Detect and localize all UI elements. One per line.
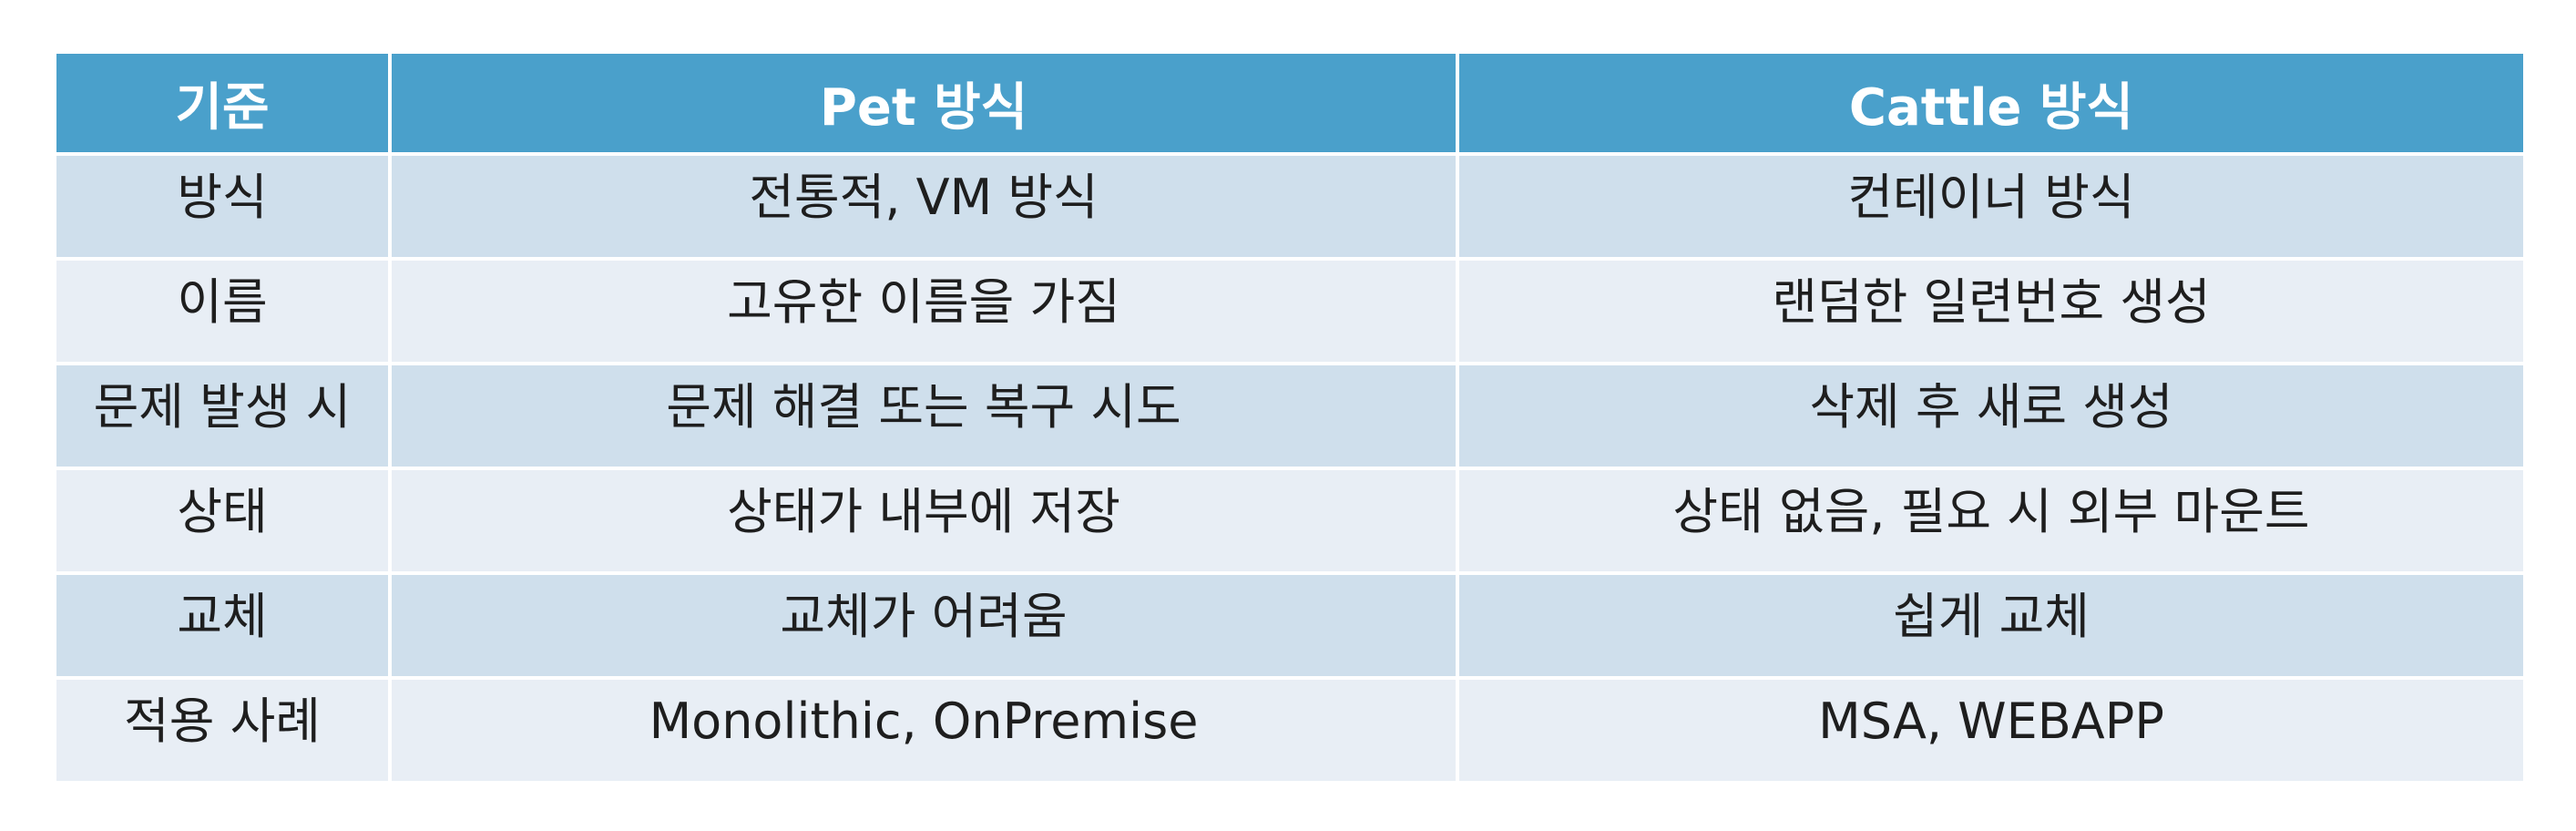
row-label: 상태: [53, 467, 392, 575]
row-label: 문제 발생 시: [53, 362, 392, 470]
pet-cell: 상태가 내부에 저장: [388, 467, 1459, 575]
pet-vs-cattle-table: 기준 Pet 방식 Cattle 방식 방식 전통적, VM 방식 컨테이너 방…: [53, 50, 2527, 785]
table-row: 문제 발생 시 문제 해결 또는 복구 시도 삭제 후 새로 생성: [53, 362, 2527, 470]
cattle-cell: 컨테이너 방식: [1456, 152, 2527, 261]
cattle-cell: 삭제 후 새로 생성: [1456, 362, 2527, 470]
pet-cell: Monolithic, OnPremise: [388, 676, 1459, 785]
cattle-cell: 랜덤한 일련번호 생성: [1456, 257, 2527, 365]
row-label: 이름: [53, 257, 392, 365]
table-row: 이름 고유한 이름을 가짐 랜덤한 일련번호 생성: [53, 257, 2527, 365]
cattle-cell: 상태 없음, 필요 시 외부 마운트: [1456, 467, 2527, 575]
row-label: 교체: [53, 571, 392, 680]
pet-cell: 전통적, VM 방식: [388, 152, 1459, 261]
cattle-cell: MSA, WEBAPP: [1456, 676, 2527, 785]
header-criteria: 기준: [53, 50, 392, 156]
table-row: 상태 상태가 내부에 저장 상태 없음, 필요 시 외부 마운트: [53, 467, 2527, 575]
row-label: 방식: [53, 152, 392, 261]
header-pet: Pet 방식: [388, 50, 1459, 156]
cattle-cell: 쉽게 교체: [1456, 571, 2527, 680]
table-row: 방식 전통적, VM 방식 컨테이너 방식: [53, 152, 2527, 261]
comparison-table-container: 기준 Pet 방식 Cattle 방식 방식 전통적, VM 방식 컨테이너 방…: [53, 50, 2527, 785]
header-cattle: Cattle 방식: [1456, 50, 2527, 156]
table-header-row: 기준 Pet 방식 Cattle 방식: [53, 50, 2527, 156]
pet-cell: 고유한 이름을 가짐: [388, 257, 1459, 365]
pet-cell: 교체가 어려움: [388, 571, 1459, 680]
pet-cell: 문제 해결 또는 복구 시도: [388, 362, 1459, 470]
row-label: 적용 사례: [53, 676, 392, 785]
table-row: 교체 교체가 어려움 쉽게 교체: [53, 571, 2527, 680]
table-row: 적용 사례 Monolithic, OnPremise MSA, WEBAPP: [53, 676, 2527, 785]
